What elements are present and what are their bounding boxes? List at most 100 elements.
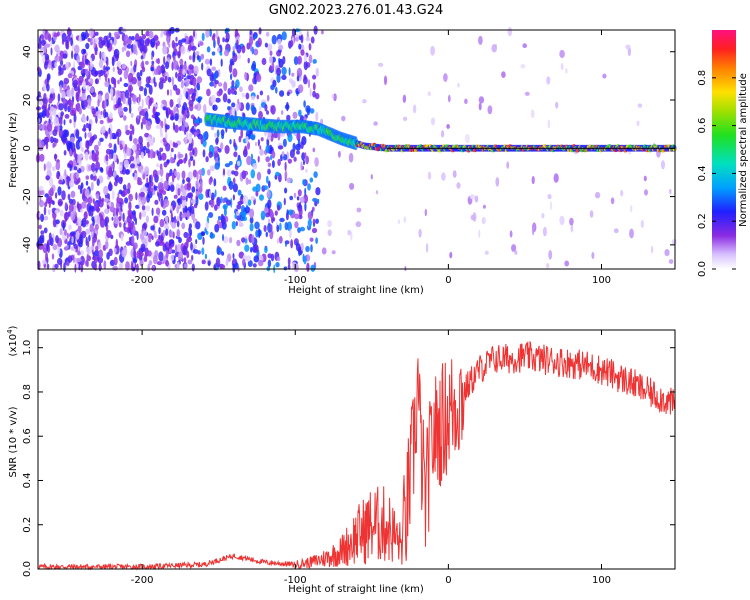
noise-speckle (248, 84, 254, 92)
noise-speckle (162, 106, 167, 111)
noise-speckle (427, 171, 432, 180)
noise-speckle (37, 139, 42, 149)
noise-speckle (81, 217, 87, 228)
noise-speckle (151, 55, 153, 60)
noise-speckle (255, 141, 257, 147)
noise-speckle (131, 144, 137, 151)
noise-speckle (85, 68, 89, 77)
noise-speckle (59, 228, 63, 236)
noise-speckle (403, 216, 406, 224)
noise-speckle (87, 97, 91, 106)
noise-speckle (236, 210, 239, 216)
noise-speckle (183, 231, 189, 239)
noise-speckle (259, 149, 264, 156)
noise-speckle (174, 244, 178, 253)
noise-speckle (196, 89, 199, 99)
noise-speckle (217, 82, 223, 87)
noise-speckle (441, 172, 446, 181)
noise-speckle (181, 109, 185, 115)
noise-speckle (297, 55, 303, 65)
noise-speckle (83, 211, 88, 220)
x-tick-label: -100 (284, 575, 307, 586)
noise-speckle (78, 80, 83, 86)
x-tick-label: 100 (592, 275, 611, 286)
noise-speckle (131, 125, 135, 135)
noise-speckle (192, 169, 198, 178)
noise-speckle (43, 163, 46, 171)
noise-speckle (181, 38, 187, 43)
noise-speckle (147, 263, 150, 272)
noise-speckle (148, 233, 153, 240)
noise-speckle (95, 150, 100, 157)
noise-speckle (185, 177, 191, 183)
noise-speckle (92, 198, 95, 204)
noise-speckle (127, 96, 130, 105)
noise-speckle (115, 131, 119, 137)
noise-speckle (188, 132, 193, 138)
noise-speckle (123, 106, 128, 112)
noise-speckle (238, 222, 244, 228)
noise-speckle (303, 76, 308, 85)
noise-speckle (230, 197, 233, 208)
noise-speckle (177, 159, 184, 164)
noise-speckle (253, 244, 259, 253)
noise-speckle (175, 186, 178, 197)
noise-speckle (252, 163, 258, 170)
noise-speckle (55, 138, 59, 144)
noise-speckle (181, 124, 185, 132)
noise-speckle (160, 132, 164, 138)
noise-speckle (85, 228, 91, 235)
noise-speckle (64, 229, 67, 236)
noise-speckle (133, 250, 137, 258)
noise-speckle (176, 97, 180, 104)
noise-speckle (90, 181, 94, 191)
noise-speckle (211, 51, 216, 56)
noise-speckle (224, 145, 230, 154)
noise-speckle (550, 201, 552, 211)
noise-speckle (304, 202, 307, 212)
noise-speckle (205, 29, 210, 38)
noise-speckle (284, 187, 288, 194)
noise-speckle (294, 221, 299, 229)
noise-speckle (349, 182, 355, 190)
noise-speckle (91, 238, 95, 247)
noise-speckle (191, 254, 194, 261)
noise-speckle (85, 142, 89, 149)
noise-speckle (37, 42, 42, 49)
noise-speckle (118, 263, 123, 270)
noise-speckle (100, 126, 106, 134)
noise-speckle (108, 142, 113, 149)
noise-speckle (59, 120, 63, 125)
noise-speckle (171, 61, 174, 71)
noise-speckle (315, 218, 319, 224)
noise-speckle (156, 187, 159, 193)
noise-speckle (62, 53, 68, 59)
noise-speckle (113, 143, 117, 154)
noise-speckle (177, 39, 183, 46)
noise-speckle (164, 76, 168, 81)
noise-speckle (73, 166, 78, 171)
noise-speckle (229, 236, 233, 244)
noise-speckle (157, 151, 162, 161)
noise-speckle (70, 190, 76, 198)
noise-speckle (200, 53, 205, 60)
noise-speckle (186, 250, 190, 259)
noise-speckle (541, 212, 545, 219)
noise-speckle (172, 204, 175, 210)
noise-speckle (255, 229, 259, 238)
noise-speckle (643, 175, 647, 182)
noise-speckle (76, 154, 82, 164)
snr-y-ticks: 0.0 0.2 0.4 0.6 0.8 1.0 (22, 340, 675, 577)
noise-speckle (141, 98, 144, 109)
noise-speckle (175, 36, 178, 42)
noise-speckle (108, 166, 113, 175)
noise-speckle (418, 228, 422, 238)
noise-speckle (36, 118, 41, 124)
noise-speckle (91, 162, 96, 172)
noise-speckle (282, 56, 286, 65)
noise-speckle (165, 249, 169, 259)
noise-speckle (285, 101, 289, 112)
noise-speckle (276, 224, 280, 233)
noise-speckle (169, 156, 175, 164)
snr-y-axis-label: SNR (10 * v/v) (8, 406, 19, 477)
